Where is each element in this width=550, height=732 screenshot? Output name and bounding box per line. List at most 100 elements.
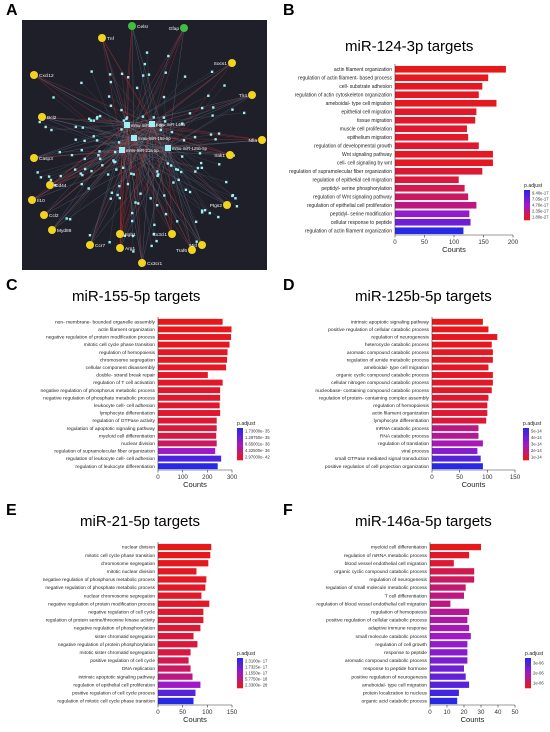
target-node — [123, 234, 127, 238]
network-edge — [126, 124, 237, 207]
target-node — [150, 244, 153, 248]
legend-gradient-step — [237, 442, 243, 445]
chart-panel-e: E miR-21-5p targets nuclear division mito… — [0, 500, 275, 732]
category-label: epithelial cell migration — [341, 109, 392, 115]
legend-gradient-step — [237, 435, 243, 437]
bar — [430, 689, 459, 697]
target-node — [193, 135, 197, 139]
bars — [158, 543, 212, 705]
target-node — [177, 178, 180, 182]
network-edge — [33, 123, 153, 159]
legend-gradient-step — [525, 659, 531, 661]
bar — [432, 440, 483, 447]
network-edge — [167, 62, 233, 149]
legend-gradient-step — [525, 671, 531, 673]
bar — [432, 364, 489, 371]
target-node — [183, 75, 187, 78]
category-label: leukocyte cell- cell adhesion — [94, 403, 155, 409]
target-node — [152, 232, 156, 236]
legend-label: 9.40e-17 — [532, 191, 549, 196]
target-node — [113, 160, 116, 164]
gene-label: Arg1 — [125, 246, 135, 252]
bar — [430, 641, 468, 648]
target-node — [116, 193, 119, 197]
bar — [432, 318, 483, 325]
legend-gradient-step — [523, 433, 529, 435]
target-node — [159, 128, 162, 132]
network-edge — [89, 137, 135, 246]
bar — [430, 584, 466, 591]
target-node — [182, 139, 186, 142]
target-node — [117, 141, 121, 144]
category-label: regulation of GTPase activity — [92, 418, 155, 424]
legend-gradient-step — [523, 452, 529, 454]
target-node — [113, 150, 117, 154]
network-edge — [101, 37, 153, 125]
legend-gradient-step — [237, 445, 243, 447]
gene-node — [48, 226, 56, 234]
bar — [430, 681, 470, 688]
bar — [395, 201, 477, 209]
target-node — [200, 209, 204, 212]
mirna-label: mmu-miR-155-5p — [138, 136, 171, 141]
target-node — [79, 172, 82, 175]
legend-label: 2e-06 — [533, 671, 544, 676]
network-edge — [49, 123, 153, 186]
bar — [158, 600, 210, 607]
x-tick-label: 0 — [393, 239, 397, 246]
legend-gradient-step — [523, 440, 529, 443]
category-label: regulation of neurogenesis — [369, 577, 427, 583]
bar — [430, 665, 464, 672]
legend-gradient-step — [237, 668, 243, 670]
bar — [430, 568, 475, 575]
legend-gradient-step — [523, 435, 529, 437]
network-edge — [126, 25, 133, 126]
legend-gradient-step — [237, 448, 243, 450]
bar — [395, 133, 469, 141]
network-edge — [167, 27, 185, 149]
bar — [430, 551, 470, 559]
target-node — [152, 116, 155, 119]
legend-gradient-step — [524, 202, 530, 204]
network-edge — [126, 94, 253, 126]
category-labels: intrinsic apoptotic signaling pathway pos… — [315, 319, 429, 469]
network-edge — [49, 137, 135, 186]
legend-gradient-step — [525, 670, 531, 672]
target-node — [208, 211, 212, 215]
legend-gradient-step — [525, 683, 531, 685]
category-label: positive regulation of cellular cataboli… — [328, 327, 429, 333]
category-label: regulation of T cell activation — [93, 380, 155, 386]
legend-gradient-step — [237, 663, 243, 665]
bar-chart: nuclear division mitotic cell cycle phase… — [43, 542, 268, 724]
x-tick-label: 10 — [444, 709, 451, 716]
target-node — [65, 217, 68, 220]
bar — [158, 568, 197, 575]
category-label: negative regulation of phosphorus metabo… — [41, 388, 156, 394]
bar — [158, 326, 232, 333]
legend-title: p.adjust — [523, 421, 542, 427]
target-node — [198, 152, 202, 155]
legend-gradient-step — [237, 665, 243, 667]
legend-title: p.adjust — [237, 651, 256, 657]
network-edge — [151, 123, 228, 206]
bar — [158, 387, 221, 394]
network-edge — [121, 149, 193, 251]
category-label: regulation of hemopoiesis — [371, 609, 427, 615]
gene-label: Cd44 — [55, 183, 67, 189]
legend-gradient-step — [237, 678, 243, 680]
legend-gradient-step — [237, 658, 243, 660]
panel-letter: B — [283, 2, 295, 19]
bar — [395, 184, 465, 192]
target-node — [174, 168, 178, 171]
target-node — [180, 170, 183, 174]
legend-gradient-step — [524, 196, 530, 198]
category-label: mitotic cell cycle phase transition — [84, 342, 155, 348]
target-node — [134, 201, 137, 204]
legend-title: p.adjust — [525, 651, 544, 657]
network-edge — [167, 139, 216, 149]
target-node — [164, 71, 167, 74]
network-edge — [97, 117, 128, 126]
category-label: muscle cell proliferation — [340, 126, 392, 132]
target-node — [242, 111, 246, 115]
network-edge — [40, 137, 135, 178]
